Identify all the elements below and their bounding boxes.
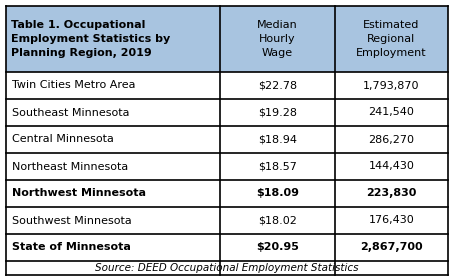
Text: Northwest Minnesota: Northwest Minnesota [12, 188, 146, 199]
Bar [6, 6, 448, 72]
Text: $18.57: $18.57 [258, 162, 297, 171]
Text: 144,430: 144,430 [369, 162, 415, 171]
Text: Estimated
Regional
Employment: Estimated Regional Employment [356, 20, 427, 58]
Text: Median
Hourly
Wage: Median Hourly Wage [257, 20, 298, 58]
Text: 1,793,870: 1,793,870 [363, 81, 420, 90]
Text: 176,430: 176,430 [369, 216, 415, 225]
Text: $22.78: $22.78 [258, 81, 297, 90]
Text: 2,867,700: 2,867,700 [360, 242, 423, 253]
Text: Southwest Minnesota: Southwest Minnesota [12, 216, 132, 225]
Text: $18.02: $18.02 [258, 216, 297, 225]
Text: Northeast Minnesota: Northeast Minnesota [12, 162, 128, 171]
Text: 286,270: 286,270 [369, 134, 415, 144]
Text: $18.09: $18.09 [256, 188, 299, 199]
Text: $20.95: $20.95 [256, 242, 299, 253]
Text: Southeast Minnesota: Southeast Minnesota [12, 108, 129, 118]
Text: Table 1. Occupational
Employment Statistics by
Planning Region, 2019: Table 1. Occupational Employment Statist… [11, 20, 170, 58]
Text: $19.28: $19.28 [258, 108, 297, 118]
Text: Twin Cities Metro Area: Twin Cities Metro Area [12, 81, 135, 90]
Text: 241,540: 241,540 [369, 108, 415, 118]
Text: State of Minnesota: State of Minnesota [12, 242, 131, 253]
Text: Central Minnesota: Central Minnesota [12, 134, 114, 144]
Text: Source: DEED Occupational Employment Statistics: Source: DEED Occupational Employment Sta… [95, 263, 359, 273]
Text: $18.94: $18.94 [258, 134, 297, 144]
Text: 223,830: 223,830 [366, 188, 417, 199]
